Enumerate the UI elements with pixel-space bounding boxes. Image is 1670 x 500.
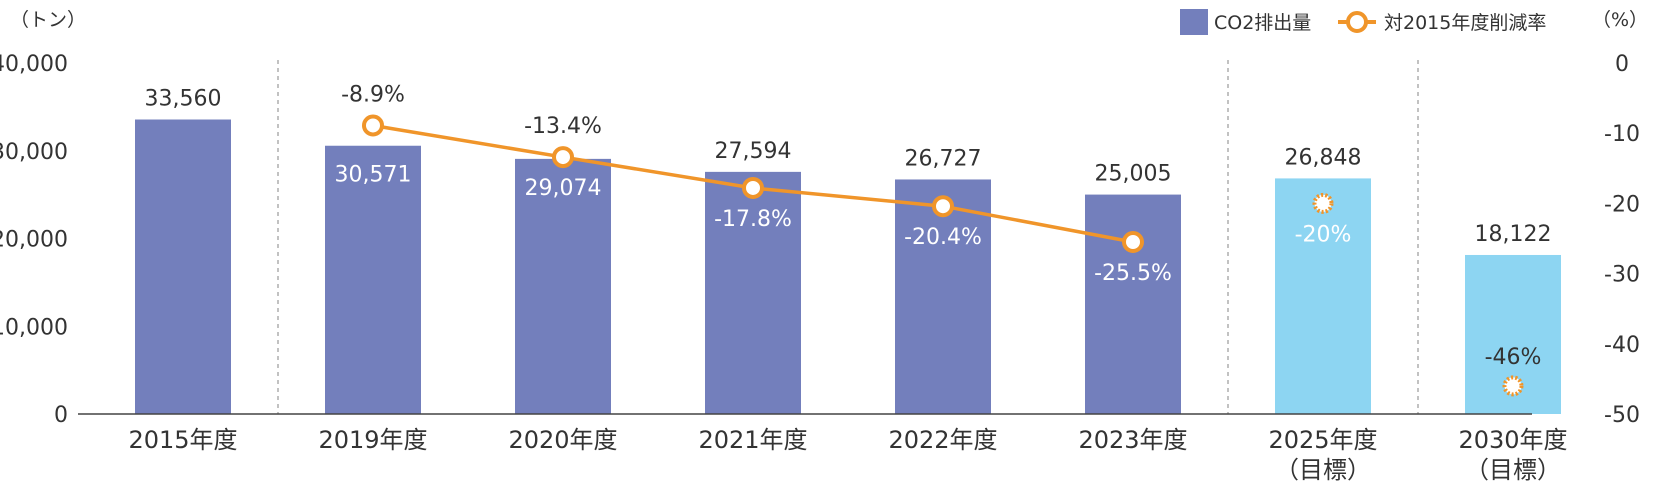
category-label: 2021年度 — [698, 426, 807, 454]
bars — [135, 119, 1561, 415]
right-axis-ticks: 0 -10 -20 -30 -40 -50 — [1604, 52, 1640, 428]
left-axis-ticks: 0 10,000 20,000 30,000 40,000 — [0, 52, 68, 428]
category-label: 2025年度 — [1268, 426, 1377, 454]
right-tick-label: -40 — [1604, 333, 1640, 358]
bar — [515, 158, 611, 414]
legend: CO2排出量 対2015年度削減率 — [1180, 9, 1546, 35]
bar-value-label: 26,727 — [905, 146, 982, 171]
left-tick-label: 10,000 — [0, 315, 68, 340]
reduction-value-label: -20.4% — [904, 225, 982, 250]
category-label: 2015年度 — [128, 426, 237, 454]
category-label: 2020年度 — [508, 426, 617, 454]
bar-value-label: 25,005 — [1095, 162, 1172, 187]
reduction-value-label: -20% — [1295, 222, 1352, 247]
left-tick-label: 30,000 — [0, 140, 68, 165]
category-note: （目標） — [1275, 456, 1371, 484]
bar-labels: 33,560 30,571 29,074 27,594 26,727 25,005 26,8… — [145, 87, 1552, 247]
left-axis-unit: （トン） — [10, 9, 86, 31]
category-labels: 2015年度 2019年度 2020年度 2021年度 2022年度 2023年度 2025… — [128, 426, 1567, 484]
reduction-marker — [552, 146, 574, 169]
left-tick-label: 40,000 — [0, 52, 68, 77]
reduction-line-layer — [362, 114, 1524, 397]
right-tick-label: -10 — [1604, 122, 1640, 147]
category-label: 2022年度 — [888, 426, 997, 454]
bar — [895, 179, 991, 414]
bar — [1275, 178, 1371, 414]
dividers — [277, 60, 1419, 414]
right-tick-label: -20 — [1604, 192, 1640, 217]
right-tick-label: 0 — [1615, 52, 1629, 77]
bar-value-label: 33,560 — [145, 87, 222, 112]
reduction-value-label: -17.8% — [714, 207, 792, 232]
reduction-value-label: -46% — [1485, 345, 1542, 370]
target-marker — [1502, 375, 1524, 397]
right-tick-label: -30 — [1604, 263, 1640, 288]
right-tick-label: -50 — [1604, 403, 1640, 428]
left-tick-label: 20,000 — [0, 228, 68, 253]
reduction-marker — [932, 195, 954, 218]
reduction-marker — [362, 114, 384, 137]
reduction-value-label: -25.5% — [1094, 261, 1172, 286]
reduction-value-label: -8.9% — [341, 82, 405, 107]
bar — [325, 145, 421, 414]
left-tick-label: 0 — [54, 403, 68, 428]
right-axis-unit: （%） — [1592, 9, 1648, 31]
category-label: 2023年度 — [1078, 426, 1187, 454]
category-label: 2030年度 — [1458, 426, 1567, 454]
legend-marker-swatch — [1346, 11, 1368, 33]
bar — [1085, 194, 1181, 414]
category-note: （目標） — [1465, 456, 1561, 484]
reduction-value-label: -13.4% — [524, 114, 602, 139]
reduction-marker — [1122, 231, 1144, 254]
bar-value-label: 27,594 — [715, 139, 792, 164]
reduction-marker — [742, 176, 764, 199]
bar — [705, 171, 801, 414]
bar — [135, 119, 231, 415]
target-marker — [1312, 192, 1334, 214]
bar-value-label: 18,122 — [1475, 222, 1552, 247]
reduction-labels: -8.9% -13.4% -17.8% -20.4% -25.5% -20% -46% — [341, 82, 1541, 369]
bar-value-label: 30,571 — [335, 163, 412, 188]
category-label: 2019年度 — [318, 426, 427, 454]
legend-swatch-emissions — [1180, 9, 1208, 35]
legend-label-reduction: 対2015年度削減率 — [1384, 12, 1546, 34]
bar-value-label: 29,074 — [525, 176, 602, 201]
legend-label-emissions: CO2排出量 — [1214, 12, 1311, 34]
bar-value-label: 26,848 — [1285, 145, 1362, 170]
